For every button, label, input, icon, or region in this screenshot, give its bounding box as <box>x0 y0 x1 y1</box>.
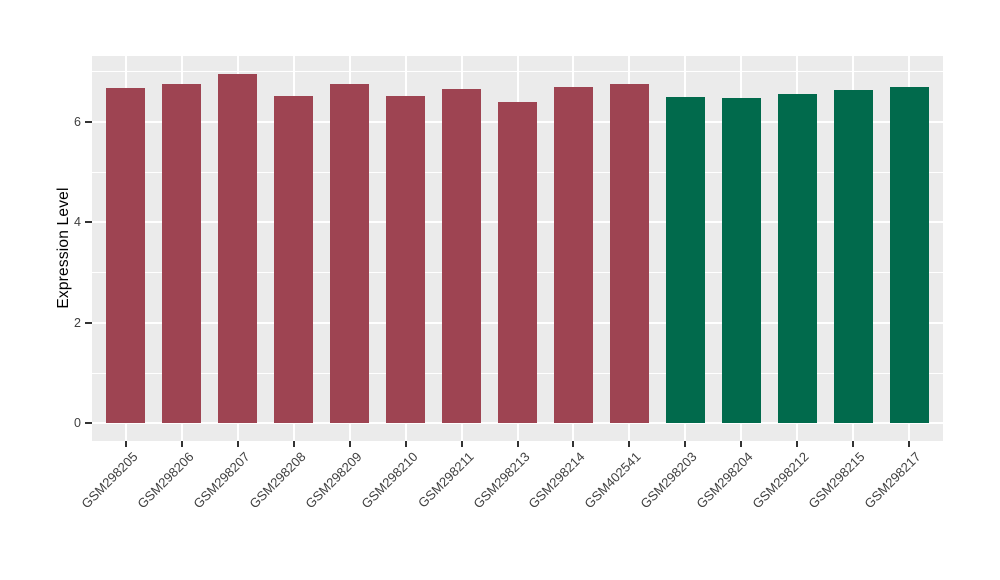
x-tick-mark <box>796 441 799 447</box>
x-tick-label: GSM298217 <box>861 449 925 512</box>
bar-GSM298204 <box>721 97 762 424</box>
bar-GSM298210 <box>385 95 426 424</box>
x-tick-label: GSM402541 <box>581 449 645 512</box>
x-tick-mark <box>404 441 407 447</box>
x-tick-label: GSM298209 <box>301 449 365 512</box>
bar-GSM298217 <box>889 86 929 424</box>
x-tick-mark <box>740 441 743 447</box>
bar-GSM298203 <box>665 96 706 424</box>
y-axis-title: Expression Level <box>55 187 72 309</box>
x-tick-mark <box>180 441 183 447</box>
x-tick-mark <box>908 441 911 447</box>
x-tick-label: GSM298208 <box>245 449 309 512</box>
x-tick-mark <box>628 441 631 447</box>
bar-GSM298213 <box>497 101 538 424</box>
plot-panel <box>92 56 943 441</box>
x-tick-label: GSM298204 <box>693 449 757 512</box>
bar-GSM298212 <box>777 93 818 424</box>
bar-GSM298208 <box>273 95 314 424</box>
y-tick-label: 4 <box>74 215 81 230</box>
x-tick-label: GSM298211 <box>414 449 477 511</box>
x-tick-mark <box>292 441 295 447</box>
bar-GSM298214 <box>553 87 594 424</box>
bar-GSM298205 <box>105 87 146 424</box>
x-tick-label: GSM298205 <box>77 449 141 512</box>
x-tick-label: GSM298210 <box>357 449 421 512</box>
bar-GSM298215 <box>833 89 873 424</box>
bar-GSM298209 <box>329 84 370 424</box>
x-tick-label: GSM298214 <box>525 449 589 512</box>
x-tick-label: GSM298203 <box>637 449 701 512</box>
x-tick-label: GSM298213 <box>469 449 533 512</box>
bar-GSM298211 <box>441 88 482 424</box>
y-tick-mark <box>85 422 92 425</box>
y-tick-label: 0 <box>74 416 81 431</box>
bar-GSM298206 <box>161 83 202 424</box>
y-tick-mark <box>85 221 92 224</box>
x-tick-label: GSM298207 <box>189 449 253 512</box>
x-tick-mark <box>348 441 351 447</box>
y-tick-mark <box>85 321 92 324</box>
x-tick-mark <box>852 441 855 447</box>
y-tick-label: 6 <box>74 114 81 129</box>
x-tick-label: GSM298206 <box>133 449 197 512</box>
x-tick-mark <box>572 441 575 447</box>
x-tick-mark <box>460 441 463 447</box>
y-tick-mark <box>85 120 92 123</box>
x-tick-mark <box>516 441 519 447</box>
y-tick-label: 2 <box>74 315 81 330</box>
x-tick-label: GSM298215 <box>805 449 869 512</box>
x-tick-mark <box>236 441 239 447</box>
x-tick-mark <box>684 441 687 447</box>
bar-GSM298207 <box>217 74 258 424</box>
bar-GSM402541 <box>609 84 650 424</box>
x-tick-label: GSM298212 <box>749 449 813 512</box>
x-tick-mark <box>124 441 127 447</box>
